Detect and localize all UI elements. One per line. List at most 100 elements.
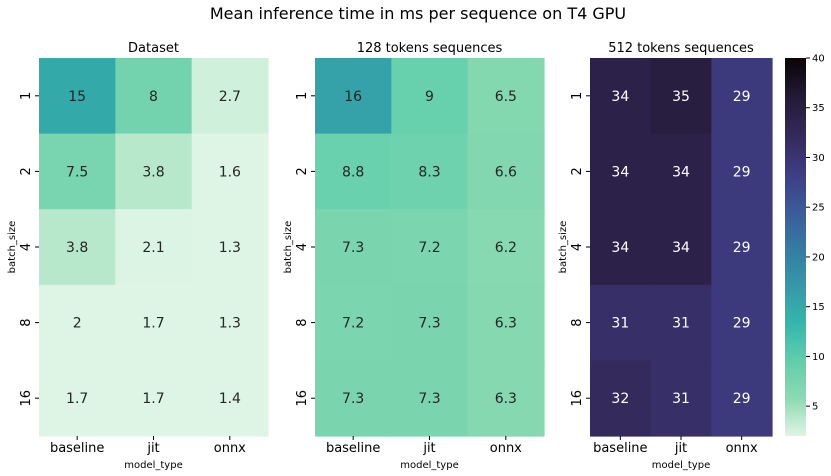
panel-title: Dataset <box>128 41 179 56</box>
y-tick-label: 8 <box>295 318 310 326</box>
y-tick-label: 4 <box>19 243 34 251</box>
x-axis-label: model_type <box>400 460 458 471</box>
cell-value-label: 9 <box>425 89 434 105</box>
cell-value-label: 1.3 <box>219 316 241 332</box>
heatmap-cell <box>115 209 193 286</box>
cell-value-label: 34 <box>611 240 629 256</box>
heatmap-cell <box>115 284 193 361</box>
cell-value-label: 15 <box>68 89 86 105</box>
heatmap-cell <box>711 360 773 437</box>
y-axis-label: batch_size <box>558 221 569 274</box>
heatmap-cell <box>650 209 712 286</box>
y-tick-label: 8 <box>570 318 585 326</box>
heatmap-cell <box>467 133 545 210</box>
x-tick-label: baseline <box>326 441 380 456</box>
heatmap-cell <box>711 284 773 361</box>
heatmap-cell <box>590 284 652 361</box>
y-axis-label: batch_size <box>7 221 18 274</box>
cell-value-label: 16 <box>344 89 362 105</box>
cell-value-label: 1.7 <box>66 391 88 407</box>
heatmap-panel-1: Dataset 15 8 2.7 7.5 3.8 1.6 3.8 2.1 1.3 2 1.7 1.3 1.… <box>7 41 269 471</box>
y-tick-label: 1 <box>570 92 585 100</box>
cell-value-label: 34 <box>672 164 690 180</box>
heatmap-cell <box>391 58 469 135</box>
x-axis-label: model_type <box>124 460 182 471</box>
cell-value-label: 34 <box>672 240 690 256</box>
cell-value-label: 1.6 <box>219 164 241 180</box>
x-tick-label: jit <box>674 441 687 456</box>
heatmap-cell <box>39 360 116 437</box>
cell-value-label: 6.3 <box>495 316 517 332</box>
heatmap-cell <box>39 58 116 135</box>
heatmap-cell <box>467 58 545 135</box>
heatmap-cell <box>391 360 469 437</box>
x-tick-label: jit <box>422 441 435 456</box>
x-tick-label: onnx <box>490 441 522 456</box>
y-tick-label: 2 <box>19 167 34 175</box>
heatmap-cell <box>711 133 773 210</box>
heatmap-cell <box>39 209 116 286</box>
cell-value-label: 7.2 <box>418 240 440 256</box>
cell-value-label: 8.3 <box>418 164 440 180</box>
y-tick-label: 1 <box>295 92 310 100</box>
heatmap-panel-2: 128 tokens sequences 16 9 6.5 8.8 8.3 6.6 7.3 7.… <box>283 41 545 471</box>
heatmap-cell <box>391 209 469 286</box>
heatmap-cell <box>115 360 193 437</box>
heatmap-cell <box>191 133 269 210</box>
cell-value-label: 2.7 <box>219 89 241 105</box>
y-tick-label: 4 <box>295 243 310 251</box>
panel-title: 128 tokens sequences <box>357 41 503 56</box>
cell-value-label: 7.3 <box>418 391 440 407</box>
y-tick-label: 16 <box>295 390 310 407</box>
cell-value-label: 1.4 <box>219 391 241 407</box>
cell-value-label: 31 <box>672 316 690 332</box>
y-tick-label: 2 <box>295 167 310 175</box>
colorbar-tick-label: 25 <box>812 203 825 214</box>
cell-value-label: 3.8 <box>142 164 164 180</box>
cell-value-label: 8.8 <box>342 164 364 180</box>
cell-value-label: 34 <box>611 164 629 180</box>
heatmap-cell <box>650 284 712 361</box>
cell-value-label: 7.3 <box>418 316 440 332</box>
heatmap-cell <box>467 360 545 437</box>
heatmap-cell <box>39 133 116 210</box>
heatmap-cell <box>39 284 116 361</box>
cell-value-label: 29 <box>733 89 751 105</box>
heatmap-cell <box>191 209 269 286</box>
heatmap-cell <box>467 209 545 286</box>
cell-value-label: 29 <box>733 240 751 256</box>
heatmap-cell <box>391 133 469 210</box>
heatmap-cell <box>711 58 773 135</box>
y-tick-label: 16 <box>570 390 585 407</box>
x-tick-label: baseline <box>593 441 647 456</box>
colorbar-tick-label: 20 <box>812 252 825 263</box>
cell-value-label: 6.3 <box>495 391 517 407</box>
heatmap-cell <box>391 284 469 361</box>
colorbar-tick-label: 15 <box>812 302 825 313</box>
cell-value-label: 29 <box>733 316 751 332</box>
cell-value-label: 6.5 <box>495 89 517 105</box>
cell-value-label: 2 <box>73 316 82 332</box>
cell-value-label: 31 <box>611 316 629 332</box>
cell-value-label: 7.5 <box>66 164 88 180</box>
cell-value-label: 3.8 <box>66 240 88 256</box>
heatmap-cell <box>315 58 392 135</box>
cell-value-label: 7.2 <box>342 316 364 332</box>
heatmap-cell <box>315 209 392 286</box>
x-tick-label: onnx <box>726 441 758 456</box>
heatmap-cell <box>650 133 712 210</box>
heatmap-cell <box>590 209 652 286</box>
heatmap-panels: Dataset 15 8 2.7 7.5 3.8 1.6 3.8 2.1 1.3 2 1.7 1.3 1.… <box>7 41 773 471</box>
cell-value-label: 7.3 <box>342 391 364 407</box>
cell-value-label: 29 <box>733 391 751 407</box>
heatmap-cell <box>590 58 652 135</box>
cell-value-label: 6.6 <box>495 164 517 180</box>
y-tick-label: 1 <box>19 92 34 100</box>
heatmap-cell <box>315 360 392 437</box>
heatmap-cell <box>315 284 392 361</box>
panel-title: 512 tokens sequences <box>608 41 754 56</box>
colorbar: 5 10 15 20 25 30 35 40 <box>785 54 825 436</box>
y-tick-label: 16 <box>19 390 34 407</box>
colorbar-scale <box>785 58 806 436</box>
